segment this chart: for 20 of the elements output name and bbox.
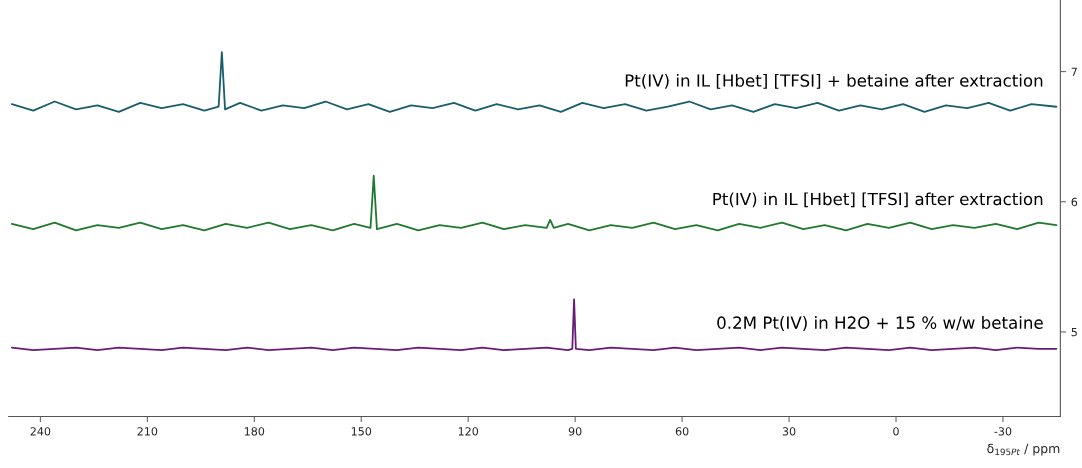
- x-tick-label: 180: [244, 427, 265, 436]
- y-tick-label: 6: [1071, 197, 1078, 207]
- x-tick-label: 90: [568, 427, 582, 436]
- x-tick-label: 150: [351, 427, 372, 436]
- series-label: Pt(IV) in IL [Hbet] [TFSI] after extraction: [713, 192, 1043, 208]
- line-series: [10, 298, 1058, 352]
- series-label: Pt(IV) in IL [Hbet] [TFSI] + betaine after extraction: [625, 73, 1043, 89]
- x-tick-label: 60: [675, 427, 689, 436]
- x-tick-label: 0: [893, 427, 899, 436]
- x-tick-label: 120: [458, 427, 479, 436]
- x-tick-label: 210: [137, 427, 158, 436]
- series-label: 0.2M Pt(IV) in H2O + 15 % w/w betaine: [717, 316, 1043, 331]
- line-series: [10, 51, 1058, 113]
- y-tick-label: 5: [1071, 328, 1077, 337]
- x-axis-title: δ$_{195Pt}$ / ppm: [987, 443, 1060, 456]
- line-series: [10, 174, 1058, 232]
- y-tick-label: 7: [1071, 67, 1077, 76]
- x-tick-label: 30: [782, 427, 796, 436]
- x-tick-label: -30: [994, 427, 1012, 436]
- x-tick-label: 240: [30, 427, 51, 436]
